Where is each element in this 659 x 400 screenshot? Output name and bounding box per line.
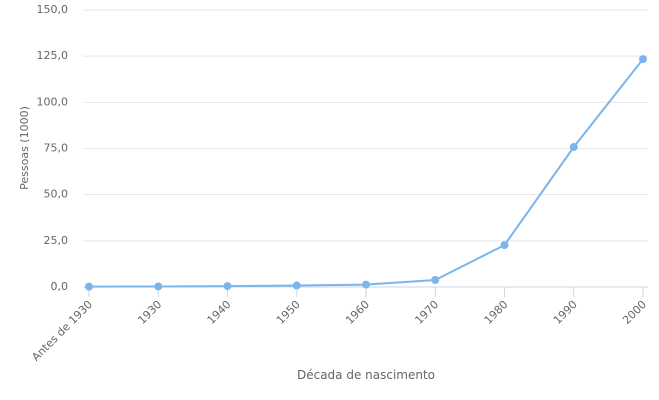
- point: [431, 275, 440, 284]
- x-tick-label: 1980: [482, 298, 511, 327]
- y-tick-label: 125,0: [37, 49, 69, 62]
- x-tick-label: Antes de 1930: [29, 298, 95, 364]
- point: [639, 55, 647, 64]
- x-tick-label: 2000: [620, 298, 649, 327]
- x-tick-label: 1950: [274, 298, 303, 327]
- point: [500, 241, 509, 250]
- point: [223, 282, 232, 291]
- point: [85, 282, 93, 291]
- point: [569, 143, 578, 152]
- x-tick-label: 1940: [205, 298, 234, 327]
- line: [88, 58, 644, 288]
- x-tick-label: 1970: [412, 298, 441, 327]
- x-tick-label: 1960: [343, 298, 372, 327]
- y-tick-label: 100,0: [37, 95, 69, 108]
- y-tick-label: 50,0: [44, 188, 69, 201]
- x-tick-label: 1990: [551, 298, 580, 327]
- y-tick-label: 75,0: [44, 142, 69, 155]
- y-tick-label: 25,0: [44, 234, 69, 247]
- y-tick-label: 0,0: [51, 280, 69, 293]
- y-tick-label: 150,0: [37, 3, 69, 16]
- x-axis-label: Década de nascimento: [297, 368, 435, 382]
- point: [362, 280, 370, 289]
- point: [292, 281, 301, 290]
- y-axis-label: Pessoas (1000): [18, 106, 31, 190]
- point: [154, 282, 163, 291]
- x-tick-label: 1930: [135, 298, 164, 327]
